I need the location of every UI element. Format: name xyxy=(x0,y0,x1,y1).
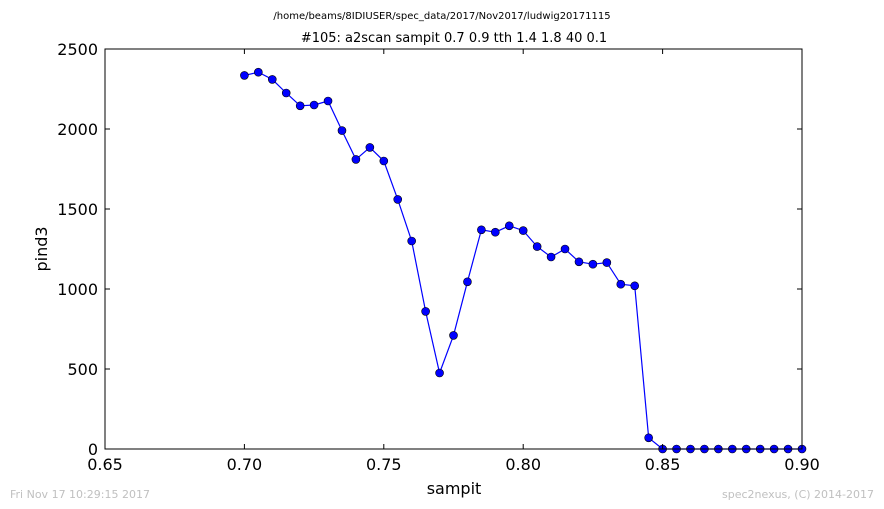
data-point xyxy=(518,226,528,235)
data-point xyxy=(630,281,640,291)
y-tick-label: 0 xyxy=(88,440,98,459)
data-point xyxy=(379,156,389,166)
x-axis-label: sampit xyxy=(427,479,482,498)
y-tick-label: 500 xyxy=(67,360,98,379)
y-tick-label: 2500 xyxy=(57,40,98,59)
data-point xyxy=(463,277,472,287)
data-point xyxy=(393,195,403,204)
y-axis-label: pind3 xyxy=(32,226,51,271)
data-point xyxy=(351,155,361,164)
y-tick-label: 2000 xyxy=(57,120,98,139)
x-tick-label: 0.85 xyxy=(645,455,681,474)
data-point xyxy=(477,225,486,235)
data-point xyxy=(421,307,430,316)
chart-suptitle: /home/beams/8IDIUSER/spec_data/2017/Nov2… xyxy=(273,11,610,22)
data-point xyxy=(337,126,347,135)
data-point xyxy=(449,331,458,340)
data-point xyxy=(295,101,305,111)
x-tick-label: 0.70 xyxy=(227,455,263,474)
data-point xyxy=(491,227,500,237)
y-tick-label: 1500 xyxy=(57,200,98,219)
data-point xyxy=(365,143,375,152)
y-tick-label: 1000 xyxy=(57,280,98,299)
series-line xyxy=(244,71,802,450)
data-point xyxy=(532,242,542,251)
data-point xyxy=(504,221,514,231)
data-point xyxy=(281,88,291,98)
data-point xyxy=(602,258,612,267)
data-point xyxy=(407,236,416,246)
data-point xyxy=(616,279,626,289)
data-point xyxy=(588,259,598,269)
data-point xyxy=(323,96,333,106)
x-tick-label: 0.90 xyxy=(784,455,820,474)
x-tick-label: 0.65 xyxy=(87,455,123,474)
footer-credit: spec2nexus, (C) 2014-2017 xyxy=(722,488,874,501)
data-point xyxy=(560,244,570,254)
data-point xyxy=(240,71,249,80)
data-point xyxy=(574,257,584,267)
footer-timestamp: Fri Nov 17 10:29:15 2017 xyxy=(10,488,150,501)
x-tick-label: 0.80 xyxy=(505,455,541,474)
plot-area: 0.65 0.70 0.75 0.80 0.85 0.90 0 500 1000 1500 2000… xyxy=(57,40,820,474)
chart-title: #105: a2scan sampit 0.7 0.9 tth 1.4 1.8 … xyxy=(301,31,607,46)
data-point xyxy=(267,75,277,84)
plot-frame xyxy=(104,48,803,450)
x-tick-label: 0.75 xyxy=(366,455,402,474)
data-point xyxy=(309,100,319,110)
data-point xyxy=(435,368,444,378)
data-point xyxy=(644,433,653,443)
data-point xyxy=(254,67,263,77)
data-point xyxy=(546,252,556,262)
